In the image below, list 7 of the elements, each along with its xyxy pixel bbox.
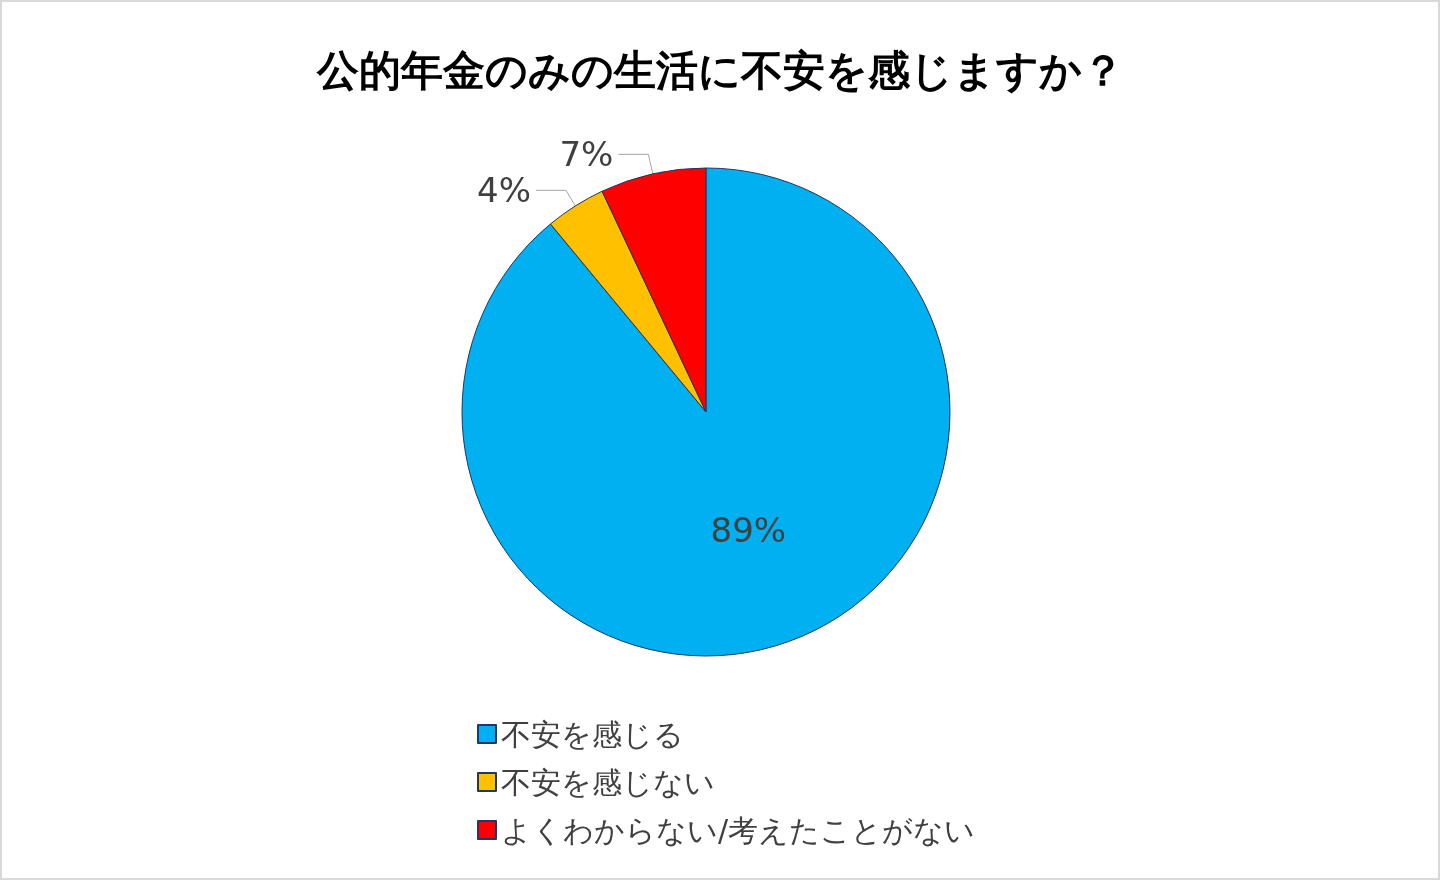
data-label: 7%	[559, 134, 614, 175]
data-label: 89%	[710, 509, 787, 550]
legend-label: 不安を感じない	[501, 764, 715, 800]
legend-label: 不安を感じる	[501, 716, 684, 752]
legend-label: よくわからない/考えたことがない	[501, 812, 976, 848]
data-label: 4%	[477, 170, 532, 211]
chart-title: 公的年金のみの生活に不安を感じますか？	[315, 45, 1124, 95]
